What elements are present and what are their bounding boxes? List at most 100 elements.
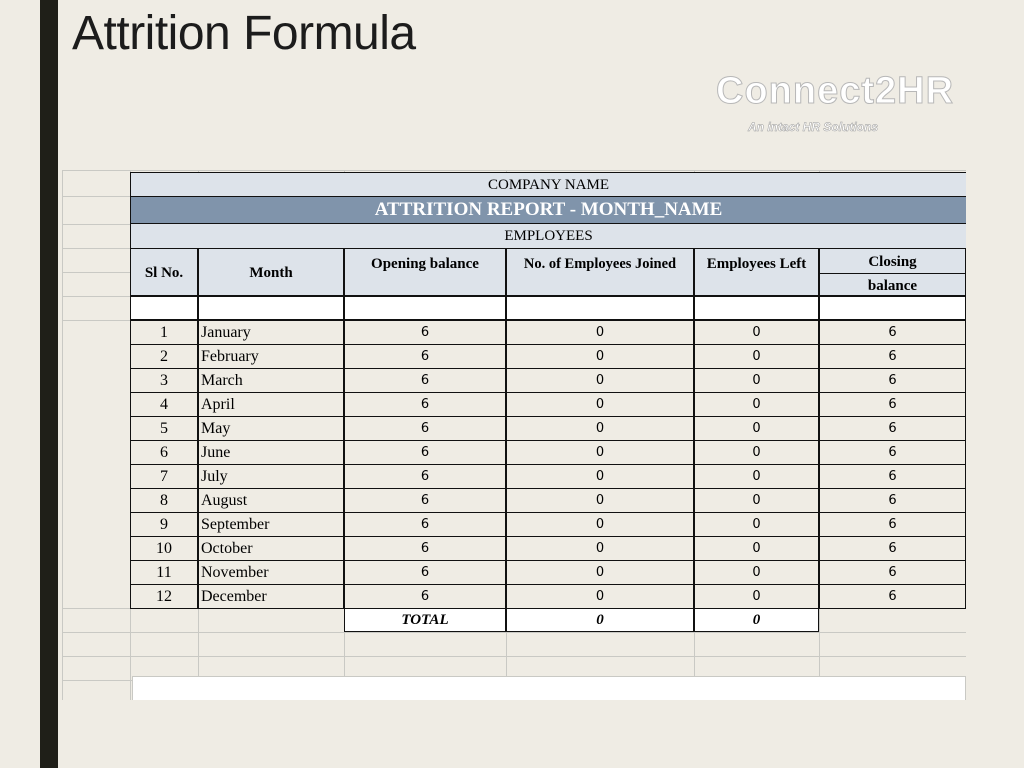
month-cell: November	[198, 560, 344, 585]
joined-cell: 0	[506, 536, 694, 561]
company-name-band: COMPANY NAME	[130, 172, 966, 196]
month-cell: June	[198, 440, 344, 465]
sl-cell: 2	[130, 344, 198, 369]
col-header-closing: Closing	[819, 248, 966, 274]
closing-cell: 6	[819, 368, 966, 393]
closing-cell: 6	[819, 392, 966, 417]
col-header-joined: No. of Employees Joined	[506, 248, 694, 296]
joined-cell: 0	[506, 464, 694, 489]
left-cell: 0	[694, 320, 819, 345]
closing-cell: 6	[819, 536, 966, 561]
left-cell: 0	[694, 344, 819, 369]
brand-tagline: An intact HR Solutions	[748, 120, 879, 135]
opening-cell: 6	[344, 464, 506, 489]
joined-cell: 0	[506, 488, 694, 513]
closing-cell: 6	[819, 512, 966, 537]
sl-cell: 11	[130, 560, 198, 585]
brand-logo-text: Connect2HR	[716, 70, 955, 113]
sl-cell: 3	[130, 368, 198, 393]
gridline	[62, 170, 63, 700]
col-header-opening: Opening balance	[344, 248, 506, 296]
blank-cell	[506, 296, 694, 320]
company-name: COMPANY NAME	[488, 177, 609, 193]
joined-cell: 0	[506, 368, 694, 393]
col-header-left: Employees Left	[694, 248, 819, 296]
opening-cell: 6	[344, 536, 506, 561]
left-cell: 0	[694, 464, 819, 489]
col-header-month: Month	[198, 248, 344, 296]
gridline	[62, 632, 966, 633]
joined-cell: 0	[506, 344, 694, 369]
opening-cell: 6	[344, 392, 506, 417]
blank-cell	[819, 296, 966, 320]
left-cell: 0	[694, 392, 819, 417]
opening-cell: 6	[344, 368, 506, 393]
left-cell: 0	[694, 560, 819, 585]
report-title-band: ATTRITION REPORT - MONTH_NAME	[130, 196, 966, 224]
joined-cell: 0	[506, 320, 694, 345]
month-cell: September	[198, 512, 344, 537]
blank-cell	[198, 296, 344, 320]
month-cell: April	[198, 392, 344, 417]
opening-cell: 6	[344, 320, 506, 345]
col-header-sl: Sl No.	[130, 248, 198, 296]
closing-cell: 6	[819, 560, 966, 585]
month-cell: July	[198, 464, 344, 489]
opening-cell: 6	[344, 584, 506, 609]
opening-cell: 6	[344, 560, 506, 585]
closing-cell: 6	[819, 584, 966, 609]
sl-cell: 9	[130, 512, 198, 537]
joined-cell: 0	[506, 584, 694, 609]
month-cell: February	[198, 344, 344, 369]
slide-title: Attrition Formula	[72, 7, 416, 60]
left-cell: 0	[694, 512, 819, 537]
joined-cell: 0	[506, 440, 694, 465]
opening-cell: 6	[344, 416, 506, 441]
left-cell: 0	[694, 440, 819, 465]
slide-accent-bar	[40, 0, 58, 768]
month-cell: August	[198, 488, 344, 513]
left-cell: 0	[694, 488, 819, 513]
month-cell: October	[198, 536, 344, 561]
left-cell: 0	[694, 536, 819, 561]
opening-cell: 6	[344, 512, 506, 537]
blank-cell	[344, 296, 506, 320]
sl-cell: 12	[130, 584, 198, 609]
gridline	[62, 170, 966, 171]
month-cell: March	[198, 368, 344, 393]
blank-cell	[694, 296, 819, 320]
left-cell: 0	[694, 416, 819, 441]
total-joined: 0	[506, 608, 694, 632]
total-left: 0	[694, 608, 819, 632]
sl-cell: 6	[130, 440, 198, 465]
left-cell: 0	[694, 584, 819, 609]
sl-cell: 7	[130, 464, 198, 489]
chart-placeholder-box	[132, 676, 966, 700]
sl-cell: 10	[130, 536, 198, 561]
gridline	[62, 656, 966, 657]
section-band: EMPLOYEES	[130, 224, 966, 248]
sl-cell: 8	[130, 488, 198, 513]
closing-cell: 6	[819, 464, 966, 489]
joined-cell: 0	[506, 512, 694, 537]
month-cell: May	[198, 416, 344, 441]
report-title: ATTRITION REPORT - MONTH_NAME	[374, 199, 723, 220]
left-cell: 0	[694, 368, 819, 393]
total-label: TOTAL	[344, 608, 506, 632]
joined-cell: 0	[506, 560, 694, 585]
opening-cell: 6	[344, 440, 506, 465]
joined-cell: 0	[506, 392, 694, 417]
joined-cell: 0	[506, 416, 694, 441]
col-header-closing-2: balance	[819, 273, 966, 296]
sl-cell: 5	[130, 416, 198, 441]
closing-cell: 6	[819, 320, 966, 345]
month-cell: December	[198, 584, 344, 609]
closing-cell: 6	[819, 488, 966, 513]
opening-cell: 6	[344, 344, 506, 369]
opening-cell: 6	[344, 488, 506, 513]
closing-cell: 6	[819, 416, 966, 441]
month-cell: January	[198, 320, 344, 345]
sl-cell: 4	[130, 392, 198, 417]
closing-cell: 6	[819, 344, 966, 369]
blank-cell	[130, 296, 198, 320]
